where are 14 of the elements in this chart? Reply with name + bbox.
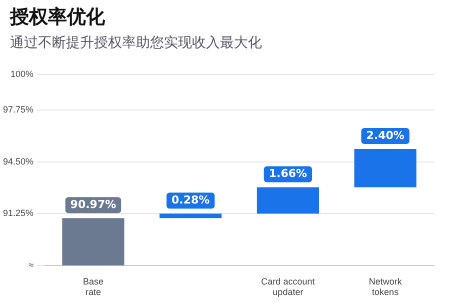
data-label: 90.97% — [70, 198, 116, 211]
data-label: 0.28% — [171, 194, 210, 207]
chart-subtitle: 通过不断提升授权率助您实现收入最大化 — [10, 34, 262, 52]
x-tick-label: Network tokens — [368, 276, 402, 298]
data-label: 2.40% — [366, 128, 404, 142]
x-tick-label: Base rate — [82, 276, 104, 298]
y-tick-label: 91.25% — [2, 208, 34, 218]
y-tick-label: 97.75% — [2, 104, 34, 115]
data-label: 1.66% — [268, 167, 308, 180]
x-tick-label: Card account updater — [261, 276, 316, 298]
y-tick-label: 100% — [10, 68, 34, 79]
y-tick-label: 94.50% — [2, 156, 34, 166]
y-tick-label: ≈ — [28, 260, 34, 270]
chart-title: 授权率优化 — [10, 5, 105, 30]
